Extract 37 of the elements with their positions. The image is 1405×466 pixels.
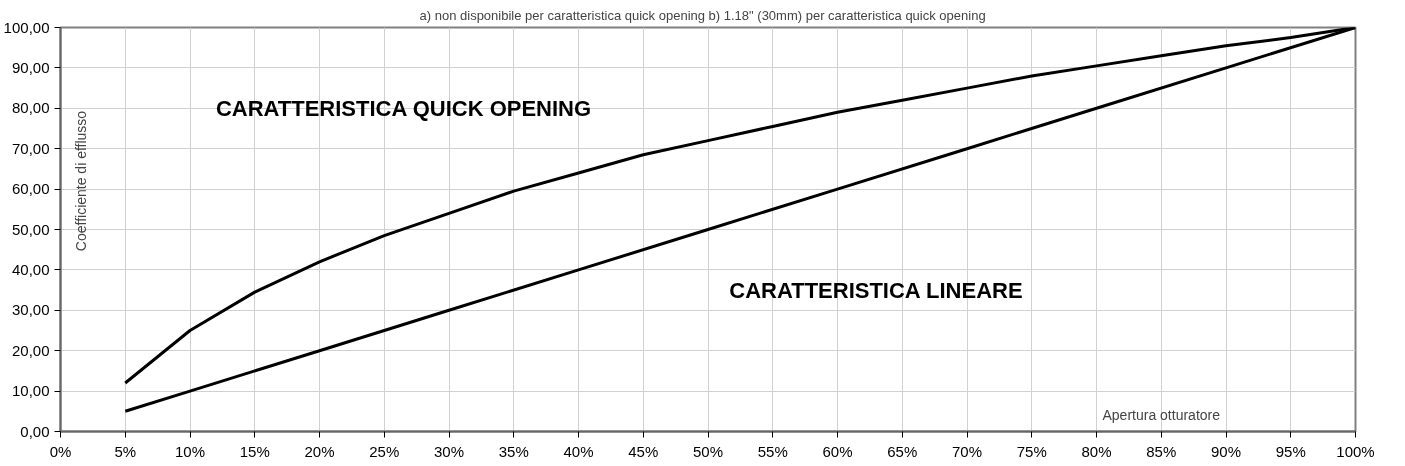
chart-title: a) non disponibile per caratteristica quick opening b) 1.18" (30mm) per caratteristica quick opening <box>419 7 986 23</box>
x-tick-label: 50% <box>692 442 724 460</box>
y-tick-label: 60,00 <box>11 180 50 198</box>
x-tick-label: 5% <box>114 442 137 460</box>
x-axis-title: Apertura otturatore <box>1102 407 1221 424</box>
y-tick-label: 30,00 <box>11 301 50 319</box>
y-tick-label: 40,00 <box>11 260 50 278</box>
y-axis-title: Coefficiente di efflusso <box>73 110 90 252</box>
x-tick-label: 25% <box>369 442 400 460</box>
x-tick-label: 85% <box>1146 442 1177 460</box>
text: CARATTERISTICA QUICK OPENING <box>215 95 592 121</box>
text: CARATTERISTICA LINEARE <box>729 277 1023 303</box>
y-tick-label: 80,00 <box>11 99 50 117</box>
y-tick-label: 10,00 <box>11 382 50 400</box>
x-tick-label: 55% <box>757 442 788 460</box>
x-tick-label: 70% <box>951 442 983 460</box>
x-tick-label: 30% <box>433 442 465 460</box>
x-tick-label: 45% <box>628 442 659 460</box>
x-tick-label: 65% <box>887 442 918 460</box>
x-tick-label: 100% <box>1336 442 1375 460</box>
x-tick-label: 95% <box>1275 442 1306 460</box>
x-tick-label: 15% <box>239 442 270 460</box>
x-tick-label: 75% <box>1016 442 1047 460</box>
x-tick-label: 35% <box>498 442 529 460</box>
y-tick-label: 90,00 <box>11 58 50 76</box>
x-tick-label: 60% <box>822 442 853 460</box>
x-tick-label: 20% <box>304 442 335 460</box>
x-tick-label: 10% <box>174 442 206 460</box>
y-tick-label: 100,00 <box>3 18 50 36</box>
y-tick-label: 20,00 <box>11 341 50 359</box>
y-tick-label: 70,00 <box>11 139 50 157</box>
x-tick-label: 80% <box>1081 442 1112 460</box>
x-tick-label: 40% <box>563 442 594 460</box>
x-tick-label: 90% <box>1210 442 1242 460</box>
x-tick-label: 0% <box>49 442 72 460</box>
y-tick-label: 50,00 <box>11 220 50 238</box>
y-tick-label: 0,00 <box>20 422 50 440</box>
